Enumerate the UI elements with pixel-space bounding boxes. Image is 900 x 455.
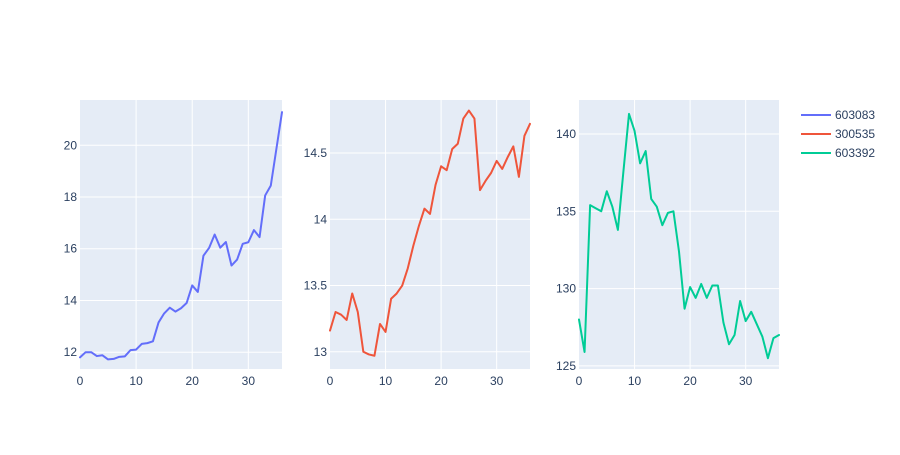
x-tick-label: 0 — [77, 374, 84, 388]
legend-label: 603392 — [835, 146, 875, 160]
x-tick-label: 30 — [739, 374, 753, 388]
plot-area — [579, 100, 779, 369]
series-line-300535 — [329, 109, 531, 357]
y-tick-label: 16 — [64, 242, 78, 256]
series-line-603083 — [79, 111, 283, 361]
y-tick-label: 14 — [314, 212, 328, 226]
y-tick-label: 18 — [64, 190, 78, 204]
subplot-3: 0 10 20 30 125 130 135 140 — [556, 100, 780, 388]
legend-label: 603083 — [835, 108, 875, 122]
y-tick-label: 130 — [556, 282, 576, 296]
x-tick-label: 30 — [490, 374, 504, 388]
series-line-603392 — [578, 112, 780, 360]
y-tick-label: 13.5 — [304, 279, 328, 293]
x-tick-label: 30 — [242, 374, 256, 388]
x-tick-label: 10 — [379, 374, 393, 388]
x-tick-label: 20 — [434, 374, 448, 388]
x-tick-label: 0 — [576, 374, 583, 388]
y-tick-label: 20 — [64, 138, 78, 152]
legend-item: 603392 — [801, 146, 875, 160]
legend: 603083 300535 603392 — [801, 108, 875, 160]
x-tick-label: 0 — [327, 374, 334, 388]
subplot-1: 0 10 20 30 12 14 16 18 20 — [64, 100, 283, 388]
y-tick-label: 13 — [314, 345, 328, 359]
legend-item: 300535 — [801, 127, 875, 141]
x-tick-label: 20 — [683, 374, 697, 388]
y-tick-label: 14 — [64, 293, 78, 307]
legend-item: 603083 — [801, 108, 875, 122]
y-tick-label: 125 — [556, 359, 576, 373]
legend-label: 300535 — [835, 127, 875, 141]
y-tick-label: 140 — [556, 127, 576, 141]
subplot-2: 0 10 20 30 13 13.5 14 14.5 — [304, 100, 531, 388]
y-tick-label: 135 — [556, 204, 576, 218]
y-tick-label: 12 — [64, 345, 78, 359]
y-tick-label: 14.5 — [304, 146, 328, 160]
x-tick-label: 20 — [186, 374, 200, 388]
x-tick-label: 10 — [129, 374, 143, 388]
x-tick-label: 10 — [628, 374, 642, 388]
